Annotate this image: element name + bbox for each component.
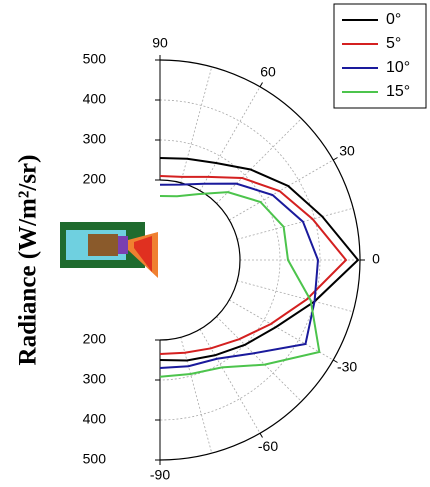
y-axis-label: Radiance (W/m²/sr) — [15, 155, 42, 366]
theta-tick-label: 30 — [339, 143, 355, 159]
r-tick-label: 400 — [83, 91, 107, 107]
series-line — [159, 175, 348, 355]
theta-tick — [332, 157, 338, 161]
theta-tick-label: -30 — [337, 359, 357, 375]
angle-grid — [199, 86, 261, 191]
legend-label: 0° — [386, 11, 401, 28]
series-line — [159, 191, 321, 378]
legend-label: 15° — [386, 83, 410, 100]
legend: 0° 5° 10° 15° — [333, 3, 427, 109]
legend-label: 10° — [386, 59, 410, 76]
angle-grid — [229, 299, 334, 361]
device-image — [60, 222, 158, 278]
angle-grid — [237, 207, 354, 240]
r-tick-label: 200 — [83, 171, 107, 187]
radial-grid — [159, 99, 321, 421]
r-tick-label: 500 — [83, 451, 107, 467]
series-line — [159, 157, 360, 362]
theta-tick-label: 0 — [372, 251, 380, 267]
angle-grid — [229, 159, 334, 221]
angle-grid — [216, 118, 302, 204]
theta-tick-label: 60 — [260, 64, 276, 80]
theta-tick — [259, 82, 263, 88]
angle-grid — [180, 66, 213, 183]
legend-box — [333, 3, 427, 109]
series-line — [159, 182, 320, 369]
theta-tick-label: 90 — [152, 35, 168, 51]
theta-tick-label: -60 — [258, 438, 278, 454]
angle-grid — [216, 316, 302, 402]
angle-grid — [199, 329, 261, 434]
r-tick-label: 300 — [83, 131, 107, 147]
r-tick-label: 400 — [83, 411, 107, 427]
theta-tick-label: -90 — [150, 467, 170, 483]
theta-tick — [259, 432, 263, 438]
radial-grid — [159, 139, 281, 381]
r-tick-label: 300 — [83, 371, 107, 387]
radial-grid — [159, 179, 241, 341]
legend-label: 5° — [386, 35, 401, 52]
r-tick-label: 500 — [83, 51, 107, 67]
r-tick-label: 200 — [83, 331, 107, 347]
angle-grid — [180, 337, 213, 454]
theta-tick — [332, 359, 338, 363]
angle-grid — [237, 280, 354, 313]
